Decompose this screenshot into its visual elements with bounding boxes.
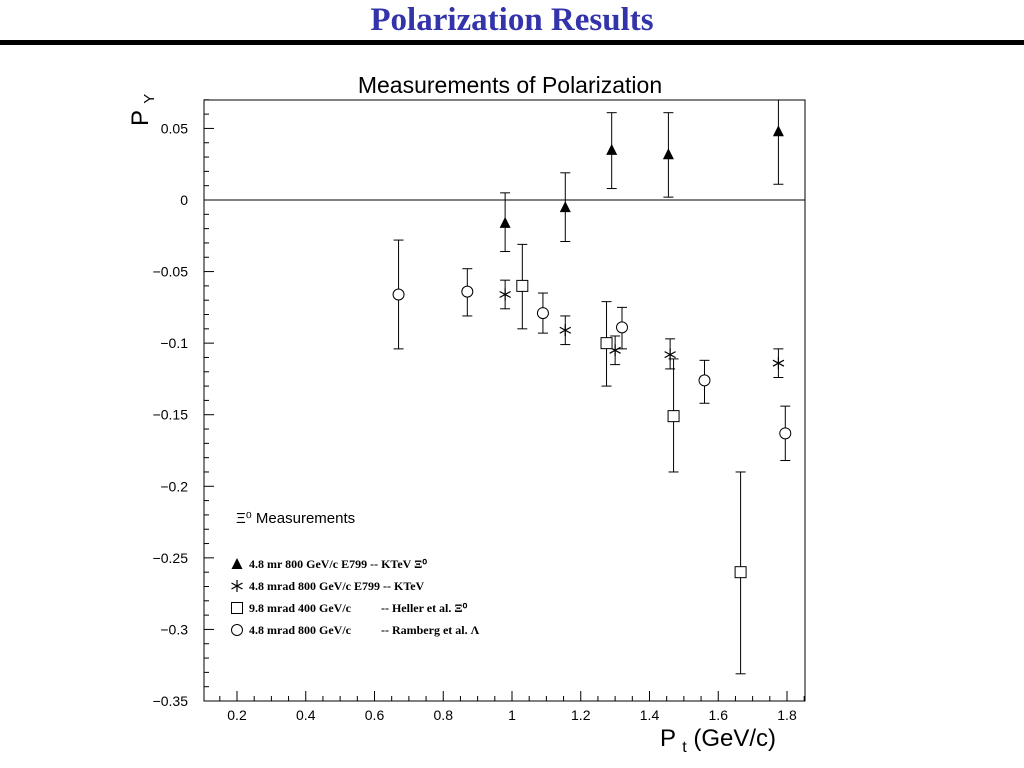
circle-marker [698,374,711,387]
x-tick-label: 0.4 [296,707,316,723]
asterisk-stroke [664,351,676,359]
asterisk-marker [231,580,243,592]
chart-title: Measurements of Polarization [358,72,662,98]
asterisk-marker [499,288,511,301]
triangle-marker [231,558,243,569]
asterisk-series [499,279,785,378]
legend-label: 9.8 mrad 400 GeV/c -- Heller et al. Ξ⁰ [249,601,468,615]
x-tick-label: 1 [508,707,516,723]
x-axis-label: P t (GeV/c) [660,725,776,758]
data-point [461,268,474,317]
data-point [772,99,784,185]
title-underline [0,40,1024,45]
y-tick-label: −0.1 [160,335,188,351]
y-tick-label: −0.15 [153,407,189,423]
legend-label: 4.8 mrad 800 GeV/c -- Ramberg et al. Λ [249,623,480,637]
legend-entry: 4.8 mr 800 GeV/c E799 -- KTeV Ξ⁰ [231,557,427,571]
legend-label: 4.8 mr 800 GeV/c E799 -- KTeV Ξ⁰ [249,557,427,571]
asterisk-stroke [231,582,243,590]
axis-ticks [204,99,805,702]
asterisk-marker [559,324,572,337]
x-axis-label-subscript: t [682,739,687,756]
data-point [536,292,549,334]
y-axis-label-subscript: Y [141,94,158,104]
circle-marker [616,321,628,334]
circle-marker [461,285,474,298]
legend-label: 4.8 mrad 800 GeV/c E799 -- KTeV [249,579,425,593]
triangle-marker [662,148,674,160]
triangle-series [499,99,784,253]
legend-entry: 4.8 mrad 800 GeV/c -- Ramberg et al. Λ [231,623,480,637]
y-tick-label: −0.25 [153,550,189,566]
square-marker [667,410,680,423]
x-tick-label: 1.4 [640,707,660,723]
circle-marker [231,624,243,636]
y-tick-label: −0.2 [160,478,188,494]
circle-marker [392,288,405,301]
y-tick-label: −0.05 [153,264,189,280]
legend-heading: Ξ⁰ Measurements [236,510,355,527]
x-tick-label: 1.8 [777,707,797,723]
data-point [559,315,572,346]
y-axis-label-main: P [127,110,154,126]
data-point [516,243,529,330]
legend-entry: 9.8 mrad 400 GeV/c -- Heller et al. Ξ⁰ [231,601,468,615]
asterisk-stroke [609,346,621,354]
x-tick-label: 0.2 [227,707,247,723]
triangle-marker [499,216,511,228]
square-series [516,243,747,675]
data-point [606,112,618,190]
triangle-marker [606,143,618,155]
svg-text:P Y: P Y [127,94,158,126]
circle-series [392,239,792,462]
triangle-marker [559,201,571,213]
x-tick-label: 1.2 [571,707,591,723]
legend: Ξ⁰ Measurements 4.8 mr 800 GeV/c E799 --… [231,510,480,637]
y-axis-label: P Y [127,94,158,126]
square-marker [516,279,529,292]
square-marker [734,566,747,579]
data-point [779,405,792,462]
data-point [392,239,405,350]
data-point [600,301,613,387]
data-point [662,112,674,198]
asterisk-stroke [559,326,572,334]
data-point [616,306,628,350]
x-tick-label: 1.6 [709,707,729,723]
square-marker [600,337,613,350]
asterisk-stroke [772,359,785,367]
y-tick-label: −0.3 [160,621,188,637]
y-tick-label: 0.05 [161,120,188,136]
asterisk-stroke [499,290,511,299]
circle-marker [779,427,792,440]
asterisk-marker [772,357,785,370]
data-point [772,348,785,378]
y-tick-label: 0 [180,192,188,208]
data-point [734,471,747,675]
data-point [499,279,511,310]
data-point [499,192,511,253]
x-axis-label-unit: (GeV/c) [693,725,776,752]
data-point [559,172,571,243]
y-tick-label: −0.35 [153,693,189,709]
legend-entry: 4.8 mrad 800 GeV/c E799 -- KTeV [231,579,425,593]
triangle-marker [772,125,784,137]
axis-tick-labels: 0.2 0.4 0.6 0.8 1 1.2 1.4 1.6 1.8 0.05 0 −0.05 −0.1 −… [153,120,797,723]
svg-text:P t (GeV/c): P t (GeV/c) [660,725,776,758]
square-marker [231,602,243,614]
x-tick-label: 0.8 [434,707,454,723]
circle-marker [536,307,549,320]
x-tick-label: 0.6 [365,707,385,723]
legend-entries: 4.8 mr 800 GeV/c E799 -- KTeV Ξ⁰ 4.8 mrad… [231,557,480,637]
data-point [667,358,680,473]
data-points [392,99,792,675]
data-point [698,359,711,404]
slide-title: Polarization Results [370,2,654,38]
x-axis-label-main: P [660,725,676,752]
